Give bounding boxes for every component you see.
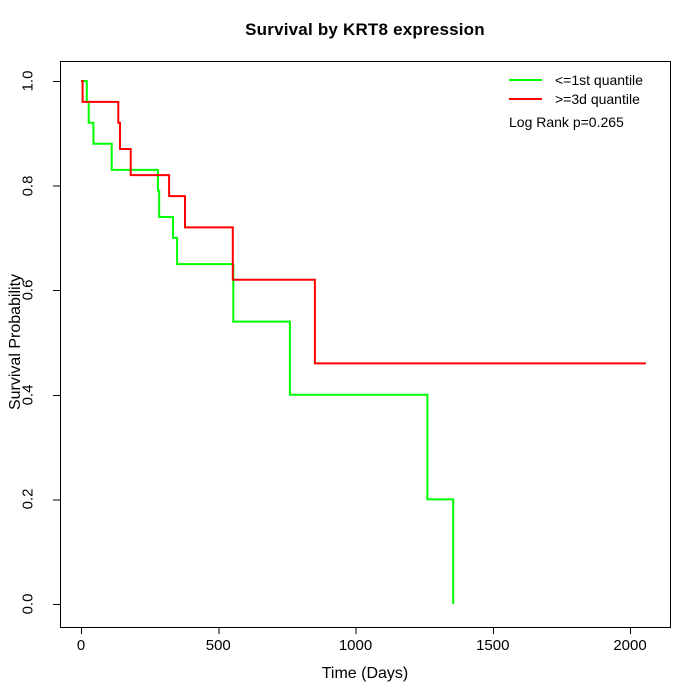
plot-box	[60, 61, 671, 628]
survival-curve-first-quantile	[81, 80, 455, 604]
legend-label-first-quantile: <=1st quantile	[555, 71, 643, 88]
legend-item-third-quantile: >=3d quantile	[509, 89, 643, 108]
x-tick-label: 1500	[476, 637, 510, 654]
x-axis-label: Time (Days)	[321, 665, 409, 682]
chart-title: Survival by KRT8 expression	[245, 20, 485, 39]
x-tick-label: 500	[205, 637, 231, 654]
y-tick-label: 0.0	[19, 593, 37, 615]
y-tick-label: 0.8	[19, 175, 37, 197]
legend-label-third-quantile: >=3d quantile	[555, 90, 640, 107]
legend-line-red	[509, 97, 542, 100]
log-rank-annotation: Log Rank p=0.265	[509, 114, 624, 130]
survival-curve-third-quantile	[81, 80, 646, 365]
y-tick-label: 0.2	[19, 488, 37, 510]
y-tick-label: 0.4	[19, 384, 37, 406]
y-tick-label: 1.0	[19, 70, 37, 92]
legend: <=1st quantile >=3d quantile Log Rank p=…	[509, 70, 643, 130]
x-tick-label: 2000	[613, 637, 647, 654]
x-tick-label: 1000	[338, 637, 373, 654]
y-tick-label: 0.6	[19, 279, 37, 301]
legend-item-first-quantile: <=1st quantile	[509, 70, 643, 89]
legend-line-green	[509, 78, 542, 81]
x-tick-label: 0	[76, 637, 86, 654]
